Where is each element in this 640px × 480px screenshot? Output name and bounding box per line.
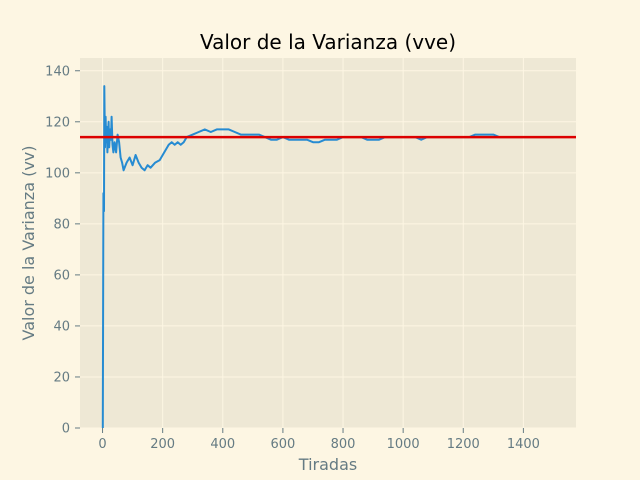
y-tick-label: 80: [53, 217, 70, 232]
plot-area: [80, 85, 576, 429]
x-tick-label: 1400: [507, 437, 540, 452]
chart-title: Valor de la Varianza (vve): [200, 30, 456, 54]
y-tick-label: 120: [45, 115, 70, 130]
x-tick-label: 800: [331, 437, 356, 452]
y-tick-label: 140: [45, 64, 70, 79]
axes-background: [80, 58, 576, 428]
x-tick-label: 200: [150, 437, 175, 452]
x-tick-label: 600: [270, 437, 295, 452]
x-tick-label: 1200: [447, 437, 480, 452]
y-tick-label: 20: [53, 370, 70, 385]
y-axis-label: Valor de la Varianza (vv): [19, 145, 38, 340]
y-tick-label: 100: [45, 166, 70, 181]
x-tick-label: 1000: [387, 437, 420, 452]
x-tick-label: 400: [210, 437, 235, 452]
x-axis-label: Tiradas: [298, 455, 357, 474]
y-tick-label: 0: [62, 422, 70, 437]
x-tick-label: 0: [98, 437, 106, 452]
axis-ticks: 0 200 400 600 800 1000 1200 1400 0 20 40 60 80 100 120…: [45, 64, 540, 452]
y-tick-label: 60: [53, 268, 70, 283]
y-tick-label: 40: [53, 319, 70, 334]
